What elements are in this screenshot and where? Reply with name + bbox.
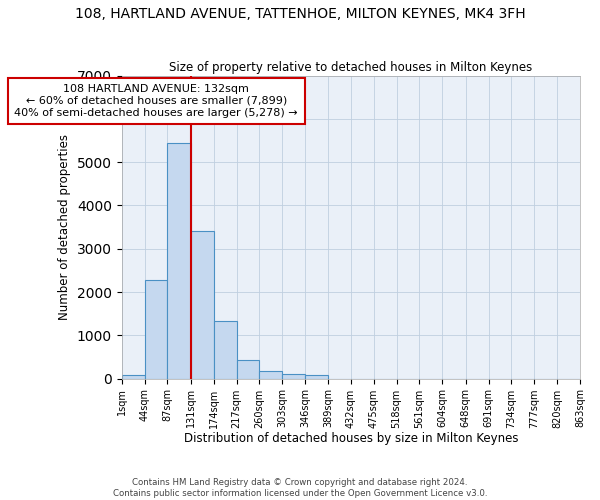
Text: Contains HM Land Registry data © Crown copyright and database right 2024.
Contai: Contains HM Land Registry data © Crown c… [113,478,487,498]
Bar [236,360,259,378]
Bar [167,142,191,378]
Bar [122,376,145,378]
Bar [282,374,305,378]
Bar [214,321,236,378]
X-axis label: Distribution of detached houses by size in Milton Keynes: Distribution of detached houses by size … [184,432,518,445]
Bar [191,232,214,378]
Title: Size of property relative to detached houses in Milton Keynes: Size of property relative to detached ho… [169,62,532,74]
Bar [145,280,167,378]
Y-axis label: Number of detached properties: Number of detached properties [58,134,71,320]
Bar [259,371,282,378]
Bar [305,376,328,378]
Text: 108 HARTLAND AVENUE: 132sqm
← 60% of detached houses are smaller (7,899)
40% of : 108 HARTLAND AVENUE: 132sqm ← 60% of det… [14,84,298,117]
Text: 108, HARTLAND AVENUE, TATTENHOE, MILTON KEYNES, MK4 3FH: 108, HARTLAND AVENUE, TATTENHOE, MILTON … [74,8,526,22]
